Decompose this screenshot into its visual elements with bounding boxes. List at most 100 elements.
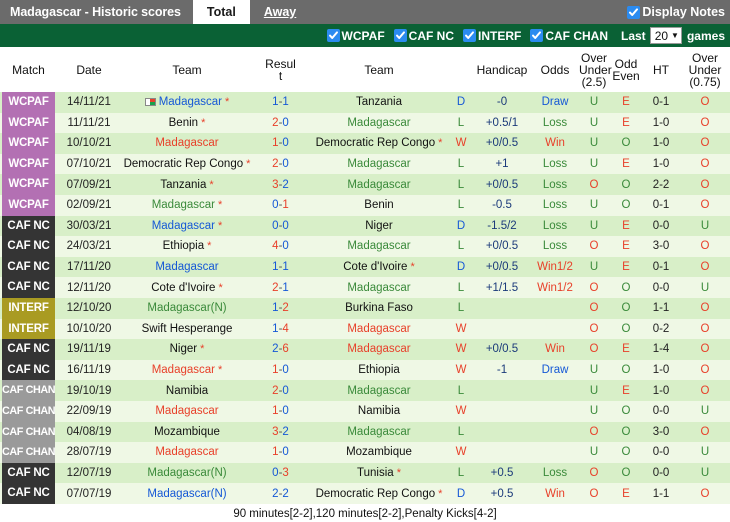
filter-interf[interactable]: INTERF	[462, 29, 521, 43]
match-type-cell[interactable]: CAF NC	[0, 215, 57, 237]
table-row[interactable]: WCPAF 10/10/21 Madagascar 1-0 Democratic Rep…	[0, 133, 730, 154]
match-type-cell[interactable]: CAF CHAN	[0, 442, 57, 463]
col-header-handicap[interactable]: Handicap	[472, 47, 532, 92]
col-header-over-under-25[interactable]: Over Under (2.5)	[578, 47, 612, 92]
home-team-cell[interactable]: Madagascar(N)	[121, 483, 253, 504]
match-type-cell[interactable]: WCPAF	[0, 92, 57, 113]
col-header-team-home[interactable]: Team	[121, 47, 253, 92]
table-row[interactable]: INTERF 12/10/20 Madagascar(N) 1-2 Burkina Fa…	[0, 297, 730, 319]
away-team-cell[interactable]: Cote d'Ivoire *	[308, 256, 450, 278]
home-team-cell[interactable]: Madagascar *	[121, 359, 253, 381]
home-team-cell[interactable]: Madagascar *	[121, 92, 253, 113]
table-row[interactable]: CAF NC 07/07/19 Madagascar(N) 2-2 Democratic…	[0, 483, 730, 504]
away-team-cell[interactable]: Madagascar	[308, 318, 450, 340]
table-row[interactable]: CAF CHAN 22/09/19 Madagascar 1-0 Namibia W U O 0…	[0, 400, 730, 422]
table-row[interactable]: CAF NC 19/11/19 Niger * 2-6 Madagascar W +0/0.5…	[0, 339, 730, 360]
table-row[interactable]: CAF CHAN 04/08/19 Mozambique 3-2 Madagascar L…	[0, 421, 730, 443]
filter-caf-nc[interactable]: CAF NC	[393, 29, 454, 43]
away-team-cell[interactable]: Madagascar	[308, 339, 450, 360]
home-team-cell[interactable]: Benin *	[121, 112, 253, 134]
table-row[interactable]: WCPAF 11/11/21 Benin * 2-0 Madagascar L +0.5/1 L…	[0, 112, 730, 134]
home-team-cell[interactable]: Namibia	[121, 380, 253, 401]
table-row[interactable]: INTERF 10/10/20 Swift Hesperange 1-4 Madagas…	[0, 318, 730, 340]
match-type-cell[interactable]: CAF NC	[0, 256, 57, 278]
display-notes-toggle[interactable]: Display Notes	[627, 0, 730, 24]
match-type-cell[interactable]: CAF NC	[0, 462, 57, 484]
table-row[interactable]: WCPAF 14/11/21 Madagascar * 1-1 Tanzania D -0 Dr…	[0, 92, 730, 113]
away-team-cell[interactable]: Madagascar	[308, 153, 450, 175]
home-team-cell[interactable]: Madagascar(N)	[121, 297, 253, 319]
table-row[interactable]: CAF CHAN 19/10/19 Namibia 2-0 Madagascar L U E 1…	[0, 380, 730, 401]
table-row[interactable]: CAF NC 12/11/20 Cote d'Ivoire * 2-1 Madagasca…	[0, 277, 730, 298]
away-team-cell[interactable]: Burkina Faso	[308, 297, 450, 319]
table-row[interactable]: CAF NC 16/11/19 Madagascar * 1-0 Ethiopia W -1 D…	[0, 359, 730, 381]
table-row[interactable]: WCPAF 07/09/21 Tanzania * 3-2 Madagascar L +0/0…	[0, 174, 730, 195]
match-type-cell[interactable]: WCPAF	[0, 174, 57, 195]
home-team-cell[interactable]: Madagascar	[121, 400, 253, 422]
away-team-cell[interactable]: Madagascar	[308, 174, 450, 195]
table-row[interactable]: CAF NC 24/03/21 Ethiopia * 4-0 Madagascar L +0/…	[0, 236, 730, 257]
away-team-cell[interactable]: Madagascar	[308, 112, 450, 134]
away-team-cell[interactable]: Democratic Rep Congo *	[308, 483, 450, 504]
away-team-cell[interactable]: Madagascar	[308, 380, 450, 401]
home-team-cell[interactable]: Madagascar	[121, 442, 253, 463]
col-header-ht[interactable]: HT	[642, 47, 680, 92]
away-team-cell[interactable]: Ethiopia	[308, 359, 450, 381]
table-row[interactable]: WCPAF 07/10/21 Democratic Rep Congo * 2-0 Mad…	[0, 153, 730, 175]
col-header-odd-even[interactable]: Odd Even	[610, 47, 642, 92]
col-header-result[interactable]: Resul t	[253, 47, 308, 92]
filter-caf-chan[interactable]: CAF CHAN	[530, 29, 608, 43]
filter-wcpaf[interactable]: WCPAF	[326, 29, 385, 43]
home-team-cell[interactable]: Democratic Rep Congo *	[121, 153, 253, 175]
match-type-cell[interactable]: CAF NC	[0, 359, 57, 381]
tab-total[interactable]: Total	[192, 0, 250, 24]
away-team-cell[interactable]: Niger	[308, 215, 450, 237]
away-team-cell[interactable]: Madagascar	[308, 277, 450, 298]
match-type-cell[interactable]: CAF CHAN	[0, 380, 57, 401]
ou25-line1: Over	[580, 50, 607, 65]
home-team-cell[interactable]: Madagascar *	[121, 215, 253, 237]
match-type-cell[interactable]: CAF NC	[0, 236, 57, 257]
home-team-cell[interactable]: Cote d'Ivoire *	[121, 277, 253, 298]
away-team-cell[interactable]: Tunisia *	[308, 462, 450, 484]
tab-away[interactable]: Away	[250, 0, 310, 24]
match-type-cell[interactable]: CAF NC	[0, 339, 57, 360]
match-type-cell[interactable]: WCPAF	[0, 112, 57, 134]
table-row[interactable]: WCPAF 02/09/21 Madagascar * 0-1 Benin L -0.5 Los…	[0, 194, 730, 216]
match-type-cell[interactable]: WCPAF	[0, 133, 57, 154]
away-team-cell[interactable]: Namibia	[308, 400, 450, 422]
home-team-cell[interactable]: Madagascar	[121, 133, 253, 154]
away-team-cell[interactable]: Tanzania	[308, 92, 450, 113]
match-type-cell[interactable]: CAF NC	[0, 483, 57, 504]
col-header-over-under-075[interactable]: Over Under (0.75)	[680, 47, 730, 92]
match-type-cell[interactable]: WCPAF	[0, 153, 57, 175]
home-team-cell[interactable]: Tanzania *	[121, 174, 253, 195]
match-type-cell[interactable]: CAF CHAN	[0, 400, 57, 422]
col-header-odds[interactable]: Odds	[532, 47, 578, 92]
col-header-team-away[interactable]: Team	[308, 47, 450, 92]
match-type-cell[interactable]: CAF CHAN	[0, 421, 57, 443]
match-type-cell[interactable]: CAF NC	[0, 277, 57, 298]
table-row[interactable]: CAF NC 30/03/21 Madagascar * 0-0 Niger D -1.5/2…	[0, 215, 730, 237]
home-team-cell[interactable]: Madagascar(N)	[121, 462, 253, 484]
away-team-cell[interactable]: Democratic Rep Congo *	[308, 133, 450, 154]
match-type-cell[interactable]: INTERF	[0, 318, 57, 340]
home-team-cell[interactable]: Niger *	[121, 339, 253, 360]
home-team-cell[interactable]: Madagascar *	[121, 194, 253, 216]
games-count-select[interactable]: 20 ▼	[649, 27, 682, 44]
home-team-cell[interactable]: Mozambique	[121, 421, 253, 443]
table-row[interactable]: CAF NC 12/07/19 Madagascar(N) 0-3 Tunisia * L +…	[0, 462, 730, 484]
away-team-cell[interactable]: Benin	[308, 194, 450, 216]
away-team-cell[interactable]: Madagascar	[308, 236, 450, 257]
away-team-cell[interactable]: Mozambique	[308, 442, 450, 463]
col-header-date[interactable]: Date	[57, 47, 121, 92]
away-team-cell[interactable]: Madagascar	[308, 421, 450, 443]
col-header-match[interactable]: Match	[0, 47, 57, 92]
match-type-cell[interactable]: INTERF	[0, 297, 57, 319]
home-team-cell[interactable]: Madagascar	[121, 256, 253, 278]
table-row[interactable]: CAF NC 17/11/20 Madagascar 1-1 Cote d'Ivoire…	[0, 256, 730, 278]
home-team-cell[interactable]: Ethiopia *	[121, 236, 253, 257]
match-type-cell[interactable]: WCPAF	[0, 194, 57, 216]
home-team-cell[interactable]: Swift Hesperange	[121, 318, 253, 340]
table-row[interactable]: CAF CHAN 28/07/19 Madagascar 1-0 Mozambique W…	[0, 442, 730, 463]
